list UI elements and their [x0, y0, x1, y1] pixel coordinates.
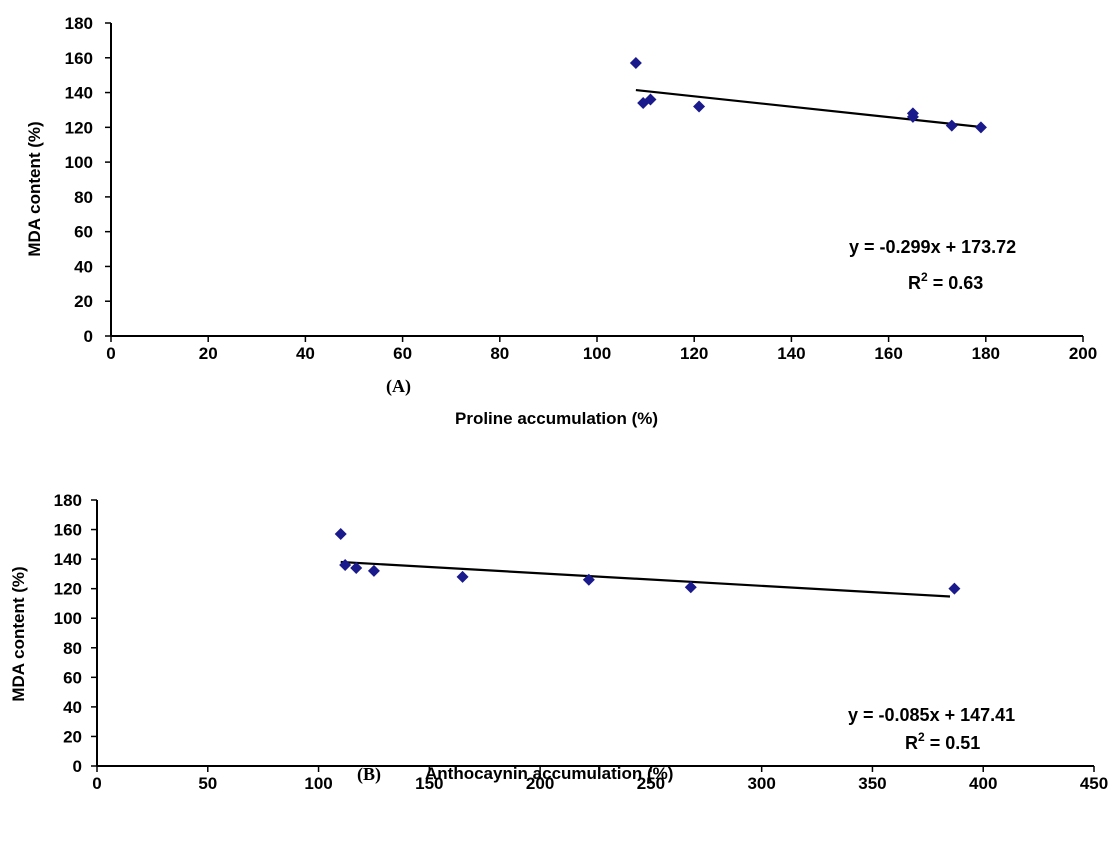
chart-b-r-squared: R2 = 0.51 — [905, 730, 980, 753]
chart-b-x-tick-label: 50 — [198, 774, 217, 793]
chart-a-r-value: = 0.63 — [928, 273, 984, 293]
chart-a: 0 20 40 60 80 100 120 140 160 180 0 20 40 60 80 100 120 1… — [25, 14, 1097, 428]
chart-b-x-tick-label: 0 — [92, 774, 101, 793]
chart-b-data-point — [582, 573, 595, 586]
chart-a-y-tick-label: 140 — [65, 84, 93, 103]
chart-b-y-tick-label: 160 — [54, 521, 82, 540]
chart-a-data-point — [906, 110, 919, 123]
chart-b-trendline — [340, 560, 951, 598]
chart-a-y-tick-label: 0 — [84, 327, 93, 346]
chart-a-x-tick-label: 40 — [296, 344, 315, 363]
chart-a-r-prefix: R — [908, 273, 921, 293]
chart-b-x-tick-label: 250 — [637, 774, 665, 793]
chart-b-r-prefix: R — [905, 733, 918, 753]
chart-b-y-tick-label: 140 — [54, 550, 82, 569]
chart-a-y-tick-label: 60 — [74, 223, 93, 242]
chart-a-data-point — [629, 56, 642, 69]
chart-b-y-tick-label: 20 — [63, 727, 82, 746]
chart-b-x-tick-label: 150 — [415, 774, 443, 793]
chart-a-y-axis-label: MDA content (%) — [25, 121, 44, 256]
chart-a-y-tick-label: 100 — [65, 153, 93, 172]
chart-a-data-point — [693, 100, 706, 113]
chart-b-panel-label: (B) — [357, 764, 381, 785]
chart-a-x-tick-label: 160 — [874, 344, 902, 363]
chart-a-r-sup: 2 — [921, 270, 928, 284]
chart-b-y-tick-label: 100 — [54, 609, 82, 628]
chart-a-x-tick-label: 140 — [777, 344, 805, 363]
chart-b-x-tick-label: 350 — [858, 774, 886, 793]
chart-a-panel-label: (A) — [386, 376, 411, 397]
chart-a-y-tick-label: 120 — [65, 118, 93, 137]
chart-a-equation: y = -0.299x + 173.72 — [849, 237, 1016, 257]
chart-b-equation: y = -0.085x + 147.41 — [848, 705, 1015, 725]
chart-b-data-point — [334, 527, 347, 540]
chart-a-y-tick-label: 20 — [74, 292, 93, 311]
chart-b-y-tick-label: 40 — [63, 698, 82, 717]
chart-b-y-axis-label: MDA content (%) — [9, 566, 28, 701]
chart-a-x-tick-label: 20 — [199, 344, 218, 363]
chart-b-x-tick-label: 300 — [747, 774, 775, 793]
chart-b: 0 20 40 60 80 100 120 140 160 180 0 50 100 150 200 250 3… — [9, 491, 1108, 793]
chart-b-x-tick-label: 400 — [969, 774, 997, 793]
chart-b-y-tick-label: 60 — [63, 668, 82, 687]
chart-a-x-axis-label: Proline accumulation (%) — [455, 409, 658, 428]
chart-a-data-point — [974, 121, 987, 134]
chart-a-data-point — [945, 119, 958, 132]
chart-b-data-point — [350, 561, 363, 574]
chart-b-data-point — [339, 559, 352, 572]
chart-b-data-point — [367, 564, 380, 577]
chart-b-x-tick-label: 200 — [526, 774, 554, 793]
chart-a-r-squared: R2 = 0.63 — [908, 270, 983, 293]
chart-a-x-tick-label: 80 — [490, 344, 509, 363]
chart-a-x-tick-label: 100 — [583, 344, 611, 363]
chart-a-x-tick-label: 180 — [972, 344, 1000, 363]
chart-a-y-tick-label: 40 — [74, 257, 93, 276]
chart-b-y-tick-label: 0 — [73, 757, 82, 776]
chart-b-y-tick-label: 120 — [54, 580, 82, 599]
chart-a-x-tick-label: 0 — [106, 344, 115, 363]
chart-a-y-tick-label: 160 — [65, 49, 93, 68]
chart-a-x-tick-label: 60 — [393, 344, 412, 363]
chart-b-r-sup: 2 — [918, 730, 925, 744]
chart-a-y-tick-label: 180 — [65, 14, 93, 33]
chart-b-y-tick-label: 180 — [54, 491, 82, 510]
chart-b-x-axis-label: Anthocaynin accumulation (%) — [425, 764, 673, 783]
chart-b-x-tick-label: 450 — [1080, 774, 1108, 793]
chart-a-y-tick-label: 80 — [74, 188, 93, 207]
chart-a-trendline — [635, 88, 982, 129]
chart-b-x-tick-label: 100 — [304, 774, 332, 793]
chart-b-r-value: = 0.51 — [925, 733, 981, 753]
chart-a-data-point — [644, 93, 657, 106]
chart-a-x-tick-label: 200 — [1069, 344, 1097, 363]
chart-a-x-tick-label: 120 — [680, 344, 708, 363]
chart-b-data-point — [948, 582, 961, 595]
chart-b-y-tick-label: 80 — [63, 639, 82, 658]
chart-a-marks: 0 20 40 60 80 100 120 140 160 180 0 20 40 60 80 100 120 1… — [65, 14, 1098, 363]
chart-b-marks: 0 20 40 60 80 100 120 140 160 180 0 50 100 150 200 250 3… — [54, 491, 1109, 793]
chart-b-data-point — [684, 581, 697, 594]
chart-b-data-point — [456, 570, 469, 583]
